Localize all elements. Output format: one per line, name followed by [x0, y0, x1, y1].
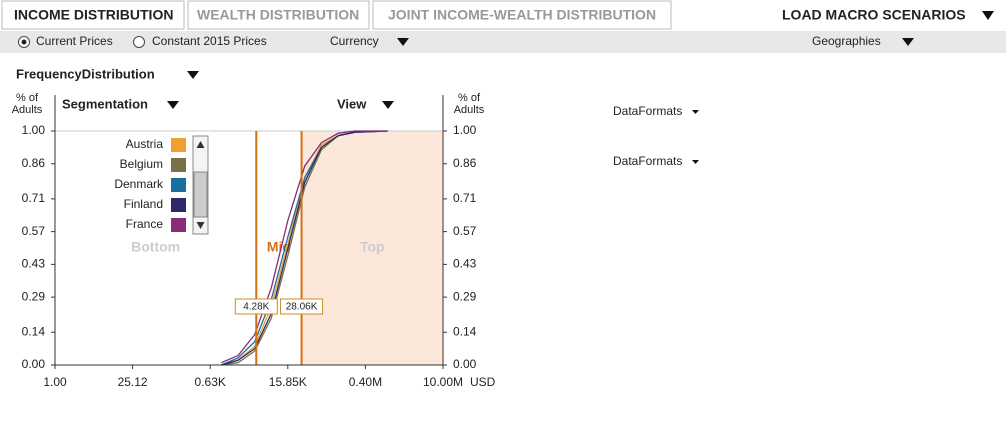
- series-line: [221, 130, 388, 366]
- scroll-thumb: [193, 171, 208, 218]
- y-tick-label: 0.00: [22, 357, 46, 371]
- threshold-label: 4.28K: [243, 302, 269, 313]
- scroll-up: [196, 141, 205, 148]
- y2-axis-label: % of Adults: [453, 92, 485, 116]
- geographies-dropdown[interactable]: Geographies: [812, 34, 881, 48]
- y-tick-label: 0.86: [22, 156, 46, 170]
- y-tick-label: 1.00: [22, 123, 46, 137]
- x-tick-label: 0.40M: [349, 375, 382, 389]
- y-axis-label: % of Adults: [11, 92, 43, 116]
- legend-label: Belgium: [120, 157, 163, 171]
- legend-swatch: [171, 198, 186, 212]
- radio-label[interactable]: Constant 2015 Prices: [152, 34, 267, 48]
- legend-label: Finland: [124, 197, 163, 211]
- x-tick-label: 25.12: [118, 375, 148, 389]
- legend-swatch: [171, 138, 186, 152]
- y2-tick-label: 0.71: [453, 191, 477, 205]
- dropdown-arrow[interactable]: [692, 160, 699, 164]
- threshold-box: [280, 298, 324, 315]
- data-formats-dropdown[interactable]: DataFormats: [613, 104, 682, 118]
- dropdown-arrow[interactable]: [982, 11, 994, 20]
- region-label: Top: [360, 239, 385, 255]
- dropdown-arrow[interactable]: [397, 38, 409, 46]
- y2-tick-label: 1.00: [453, 123, 477, 137]
- tab[interactable]: [372, 0, 672, 30]
- options-bar: [0, 31, 1006, 53]
- tab[interactable]: [1, 0, 185, 30]
- radio-label[interactable]: Current Prices: [36, 34, 113, 48]
- dropdown-arrow[interactable]: [187, 71, 199, 79]
- tab-label[interactable]: JOINT INCOME-WEALTH DISTRIBUTION: [388, 7, 656, 23]
- legend-swatch: [171, 218, 186, 232]
- threshold-box: [234, 298, 278, 315]
- y-tick-label: 0.14: [22, 324, 46, 338]
- series-line: [221, 130, 388, 364]
- region-label: Mid: [267, 239, 291, 255]
- legend-swatch: [171, 178, 186, 192]
- legend-label: Austria: [126, 137, 164, 151]
- chart-title[interactable]: FrequencyDistribution: [16, 66, 155, 81]
- tab-label[interactable]: WEALTH DISTRIBUTION: [197, 7, 359, 23]
- view-dropdown[interactable]: View: [337, 96, 367, 111]
- y2-tick-label: 0.43: [453, 257, 477, 271]
- legend-label: Denmark: [114, 177, 164, 191]
- y2-tick-label: 0.29: [453, 289, 477, 303]
- threshold-label: 28.06K: [286, 302, 318, 313]
- legend-label: France: [126, 217, 164, 231]
- radio-dot: [21, 39, 27, 45]
- x-tick-label: 1.00: [43, 375, 67, 389]
- y-tick-label: 0.71: [22, 191, 46, 205]
- x-tick-label: 15.85K: [269, 375, 307, 389]
- radio[interactable]: [133, 36, 145, 48]
- dropdown-arrow[interactable]: [902, 38, 914, 46]
- dropdown-arrow[interactable]: [382, 101, 394, 109]
- x-tick-label: 10.00M: [423, 375, 463, 389]
- data-formats-dropdown[interactable]: DataFormats: [613, 154, 682, 168]
- y2-tick-label: 0.14: [453, 324, 477, 338]
- scroll-down: [196, 222, 205, 229]
- y-tick-label: 0.57: [22, 224, 46, 238]
- segmentation-dropdown[interactable]: Segmentation: [62, 96, 148, 111]
- x-tick-label: 0.63K: [195, 375, 226, 389]
- tab[interactable]: [187, 0, 370, 30]
- y-tick-label: 0.43: [22, 257, 46, 271]
- y-tick-label: 0.29: [22, 289, 46, 303]
- currency-dropdown[interactable]: Currency: [330, 34, 379, 48]
- dropdown-arrow[interactable]: [692, 110, 699, 114]
- y2-tick-label: 0.57: [453, 224, 477, 238]
- top-region: [301, 131, 443, 365]
- tab-label[interactable]: INCOME DISTRIBUTION: [14, 7, 173, 23]
- y2-tick-label: 0.86: [453, 156, 477, 170]
- legend-swatch: [171, 158, 186, 172]
- dropdown-arrow[interactable]: [167, 101, 179, 109]
- x-unit: USD: [470, 375, 496, 389]
- y2-tick-label: 0.00: [453, 357, 477, 371]
- region-label: Bottom: [131, 239, 180, 255]
- menu-label[interactable]: LOAD MACRO SCENARIOS: [782, 7, 966, 23]
- plot: Bottom Mid Top 4.28K 28.06K 0.00 0.00 0.14 0.14 0…: [22, 95, 496, 389]
